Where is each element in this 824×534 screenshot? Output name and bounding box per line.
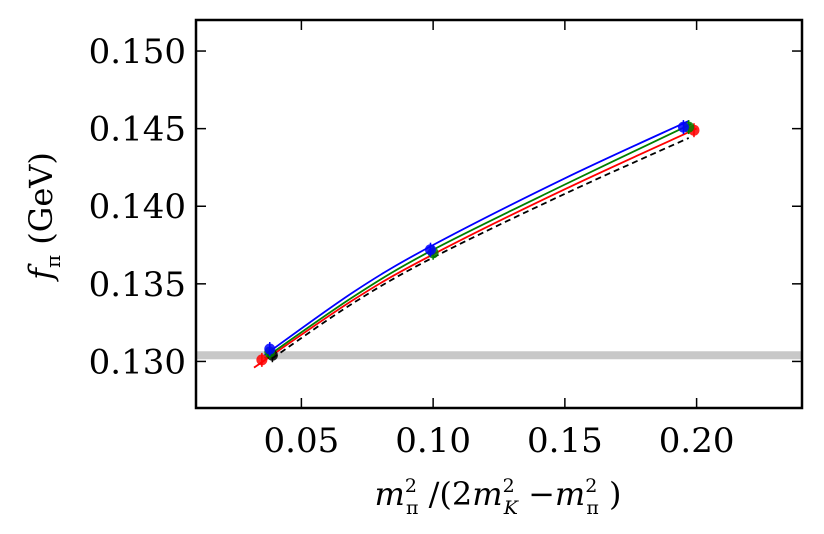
x-axis-label: m2 π /(2m2 K −m2 π ) bbox=[375, 475, 622, 519]
x-tick-label-3: 0.20 bbox=[659, 421, 735, 461]
y-tick-label-2: 0.140 bbox=[89, 187, 186, 227]
y-tick-label-3: 0.145 bbox=[89, 110, 186, 150]
fit-curve-3 bbox=[271, 137, 690, 360]
data-point-0-1 bbox=[424, 244, 436, 256]
data-points-layer bbox=[256, 120, 700, 367]
x-tick-label-2: 0.15 bbox=[527, 421, 603, 461]
y-tick-label-1: 0.135 bbox=[89, 265, 186, 305]
x-tick-label-1: 0.10 bbox=[395, 421, 471, 461]
data-point-2-0 bbox=[256, 354, 268, 366]
fit-curves-layer bbox=[253, 120, 697, 369]
fit-curve-2 bbox=[253, 127, 697, 369]
data-point-0-0 bbox=[264, 343, 276, 355]
fit-curve-1 bbox=[263, 123, 692, 360]
fit-curve-0 bbox=[263, 120, 690, 356]
y-tick-label-4: 0.150 bbox=[89, 32, 186, 72]
y-axis-label: fπ (GeV) bbox=[22, 152, 65, 282]
data-point-0-2 bbox=[677, 121, 689, 133]
plot-frame bbox=[194, 18, 804, 410]
ticks-layer: 0.05 0.10 0.15 0.20 0.130 0.135 0.140 0.145 0.15… bbox=[89, 20, 802, 461]
y-tick-label-0: 0.130 bbox=[89, 342, 186, 382]
x-tick-label-0: 0.05 bbox=[264, 421, 340, 461]
